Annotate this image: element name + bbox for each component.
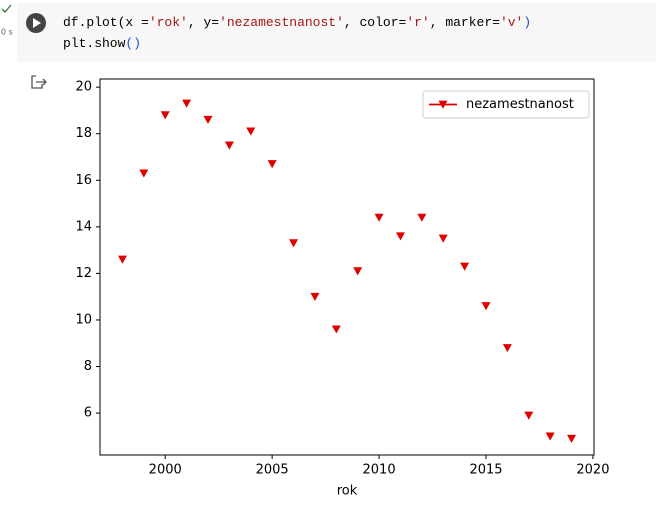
code-cell — [17, 3, 656, 62]
marker — [460, 262, 470, 271]
axes-frame — [99, 78, 595, 456]
code-line: df.plot(x ='rok', y='nezamestnanost', co… — [63, 15, 531, 30]
code-token: plt.show — [63, 36, 126, 51]
code-token: 'r' — [406, 15, 429, 30]
x-tick-label: 2015 — [469, 463, 502, 478]
marker — [417, 213, 427, 222]
y-tick-label: 14 — [75, 219, 92, 234]
y-tick-label: 6 — [84, 406, 92, 421]
marker — [524, 411, 534, 420]
legend-label: nezamestnanost — [466, 97, 574, 112]
y-tick-label: 16 — [75, 173, 92, 188]
x-tick-label: 2020 — [576, 463, 609, 478]
run-button[interactable] — [26, 13, 46, 33]
code-token: , y= — [188, 15, 219, 30]
code-token: 'nezamestnanost' — [219, 15, 344, 30]
marker — [117, 255, 127, 264]
x-axis-label: rok — [337, 484, 358, 499]
code-token: df.plot(x = — [63, 15, 149, 30]
marker — [224, 141, 234, 150]
marker — [353, 267, 363, 276]
marker — [267, 160, 277, 169]
marker — [567, 434, 577, 443]
y-tick-label: 18 — [75, 126, 92, 141]
marker — [160, 111, 170, 120]
marker — [203, 115, 213, 125]
marker — [310, 292, 320, 301]
marker — [139, 169, 149, 178]
x-tick-label: 2000 — [149, 463, 182, 478]
code-token: , color= — [344, 15, 407, 30]
marker — [481, 302, 491, 311]
x-tick-label: 2005 — [256, 463, 289, 478]
marker — [246, 127, 256, 136]
y-tick-label: 12 — [75, 266, 92, 281]
y-tick-label: 8 — [84, 359, 92, 374]
marker — [374, 213, 384, 222]
marker — [331, 325, 341, 334]
y-tick-label: 20 — [75, 80, 92, 95]
marker — [289, 239, 299, 248]
marker — [438, 234, 448, 243]
y-tick-label: 10 — [75, 312, 92, 327]
marker — [182, 99, 192, 108]
code-token: , marker= — [430, 15, 500, 30]
legend-marker — [438, 100, 448, 109]
status-check — [1, 4, 12, 13]
plot: 2000 2005 2010 2015 2020 6 8 10 12 14 16 18 20 rok nez… — [75, 78, 609, 499]
code-token: 'v' — [500, 15, 523, 30]
code-line: plt.show() — [63, 36, 141, 51]
legend-box — [422, 90, 590, 119]
marker — [545, 432, 555, 441]
exec-time: 0 s — [1, 28, 13, 37]
output-icon — [31, 75, 47, 89]
marker — [502, 344, 512, 353]
x-tick-label: 2010 — [363, 463, 396, 478]
code-token: ) — [523, 15, 531, 30]
code: df.plot(x ='rok', y='nezamestnanost', co… — [63, 15, 531, 51]
marker — [395, 232, 405, 241]
code-token: 'rok' — [149, 15, 188, 30]
code-token: () — [125, 36, 141, 51]
